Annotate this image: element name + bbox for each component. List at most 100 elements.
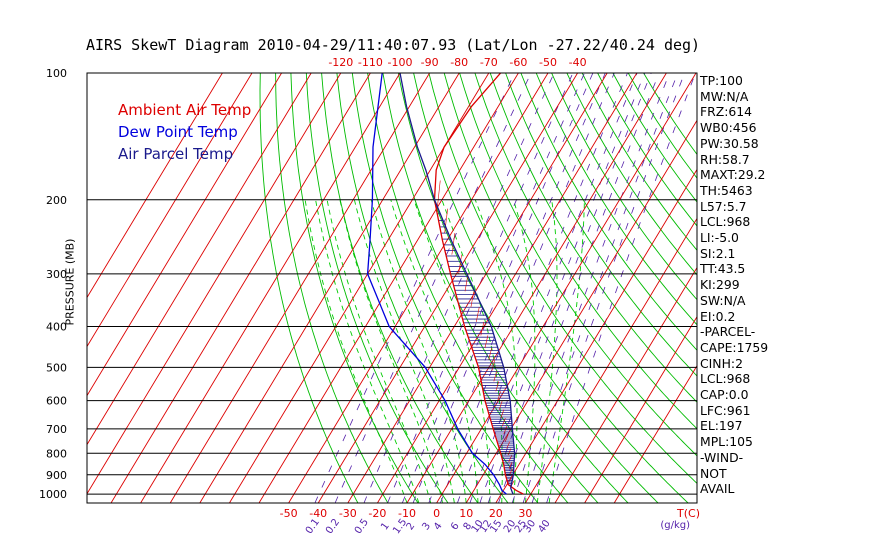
- mixing-ratio-tick-label: 30: [522, 518, 538, 535]
- param-item: -PARCEL-: [700, 324, 756, 340]
- cape-hatch-line: [475, 307, 480, 322]
- bottom-temp-tick-label: -20: [368, 507, 386, 520]
- isotherm-line: [584, 315, 697, 503]
- bottom-temp-tick-label: 30: [518, 507, 532, 520]
- pressure-tick-label: 200: [46, 194, 67, 207]
- top-temp-tick-label: -70: [480, 56, 498, 69]
- top-temp-tick-label: -40: [569, 56, 587, 69]
- isotherm-line: [317, 73, 578, 503]
- mixing-ratio-tick-label: 15: [488, 518, 504, 535]
- dry-adiabat-line: [551, 73, 697, 301]
- series-line: [366, 73, 507, 495]
- isotherm-line: [87, 73, 312, 446]
- cape-hatch-line: [436, 180, 441, 209]
- isotherm-line: [199, 73, 460, 503]
- mixing-ratio-tick-label: 4: [432, 521, 445, 533]
- pressure-tick-label: 900: [46, 469, 67, 482]
- isotherm-line: [377, 73, 638, 503]
- cape-hatch-line: [500, 409, 505, 419]
- isotherm-line: [347, 73, 608, 503]
- cape-hatch-line: [505, 433, 509, 442]
- dry-adiabat-line: [489, 73, 697, 403]
- moist-adiabat-line: [512, 199, 536, 503]
- param-item: AVAIL: [700, 481, 735, 497]
- param-item: NOT: [700, 465, 727, 481]
- cape-hatch-line: [470, 291, 475, 308]
- isotherm-line: [495, 168, 697, 503]
- mixing-ratio-line: [469, 73, 638, 503]
- dry-adiabat-line: [535, 73, 697, 326]
- top-temp-tick-label: -60: [509, 56, 527, 69]
- isotherm-line: [87, 73, 253, 348]
- top-temp-tick-label: -120: [328, 56, 353, 69]
- pressure-tick-label: 500: [46, 361, 67, 374]
- mixing-ratio-tick-label: 1: [379, 521, 392, 533]
- top-temp-tick-label: -100: [388, 56, 413, 69]
- dry-adiabat-line: [566, 73, 697, 276]
- mixing-ratio-line: [511, 73, 670, 503]
- isobars: [87, 199, 697, 495]
- bottom-temp-tick-label: -40: [309, 507, 327, 520]
- bottom-temp-tick-label: 10: [459, 507, 473, 520]
- param-item: CAPE:1759: [700, 339, 769, 355]
- dry-adiabat-line: [397, 73, 629, 503]
- bottom-temp-tick-label: -10: [398, 507, 416, 520]
- cape-hatch-line: [506, 441, 510, 449]
- param-item: WB0:456: [700, 120, 757, 136]
- param-item: LI:-5.0: [700, 230, 739, 246]
- cape-hatch-line: [509, 474, 513, 481]
- dry-adiabat-line: [474, 73, 697, 430]
- mixing-ratio-line: [363, 73, 555, 503]
- isotherm-line: [169, 73, 430, 503]
- param-item: EL:197: [700, 418, 743, 434]
- pressure-tick-label: 700: [46, 423, 67, 436]
- cape-hatch-line: [480, 321, 485, 336]
- top-temp-tick-label: -80: [450, 56, 468, 69]
- mixing-ratio-tick-label: 2: [405, 521, 418, 533]
- cape-hatch-line: [508, 455, 512, 463]
- isotherm-line: [87, 73, 282, 397]
- pressure-tick-label: 400: [46, 321, 67, 334]
- mixing-ratio-tick-label: 8: [462, 521, 475, 533]
- dry-adiabat-line: [259, 73, 359, 503]
- cape-hatch-line: [503, 426, 508, 435]
- param-item: MPL:105: [700, 434, 753, 450]
- bottom-temp-tick-label: -30: [339, 507, 357, 520]
- isotherm-line: [465, 119, 697, 503]
- dry-adiabat-line: [321, 73, 479, 503]
- mixing-ratio-line: [440, 73, 615, 503]
- legend-dew-point-temp: Dew Point Temp: [118, 123, 238, 141]
- pressure-tick-label: 1000: [39, 488, 67, 501]
- moist-adiabat-line: [304, 199, 408, 503]
- param-item: TH:5463: [700, 182, 753, 198]
- param-item: FRZ:614: [700, 104, 753, 120]
- param-item: SW:N/A: [700, 292, 746, 308]
- isotherm-line: [87, 73, 223, 299]
- mixing-ratio-line: [546, 73, 696, 503]
- dry-adiabat-line: [505, 73, 697, 377]
- cape-hatch-line: [502, 417, 506, 427]
- param-item: PW:30.58: [700, 135, 759, 151]
- moist-adiabat-line: [536, 199, 558, 503]
- isotherm-line: [525, 217, 697, 503]
- bottom-temp-tick-label: 0: [433, 507, 440, 520]
- isotherm-line: [288, 73, 549, 503]
- sounding-series: [366, 73, 524, 495]
- dry-adiabat-line: [336, 73, 509, 503]
- dry-adiabat-line: [275, 73, 389, 503]
- moist-adiabat-line: [353, 199, 455, 503]
- dry-adiabat-line: [382, 73, 599, 503]
- param-item: L57:5.7: [700, 198, 747, 214]
- cape-hatch-line: [509, 468, 513, 475]
- param-item: SI:2.1: [700, 245, 736, 261]
- mixing-ratio-line: [314, 73, 515, 503]
- isotherm-line: [110, 73, 371, 503]
- legend-ambient-air-temp: Ambient Air Temp: [118, 101, 252, 119]
- mixing-ratio-line: [531, 73, 685, 503]
- mixing-ratio-line: [334, 73, 532, 503]
- pressure-tick-label: 100: [46, 67, 67, 80]
- series-line: [433, 73, 524, 495]
- bottom-temp-tick-label: 20: [489, 507, 503, 520]
- chart-title: AIRS SkewT Diagram 2010-04-29/11:40:07.9…: [86, 36, 701, 54]
